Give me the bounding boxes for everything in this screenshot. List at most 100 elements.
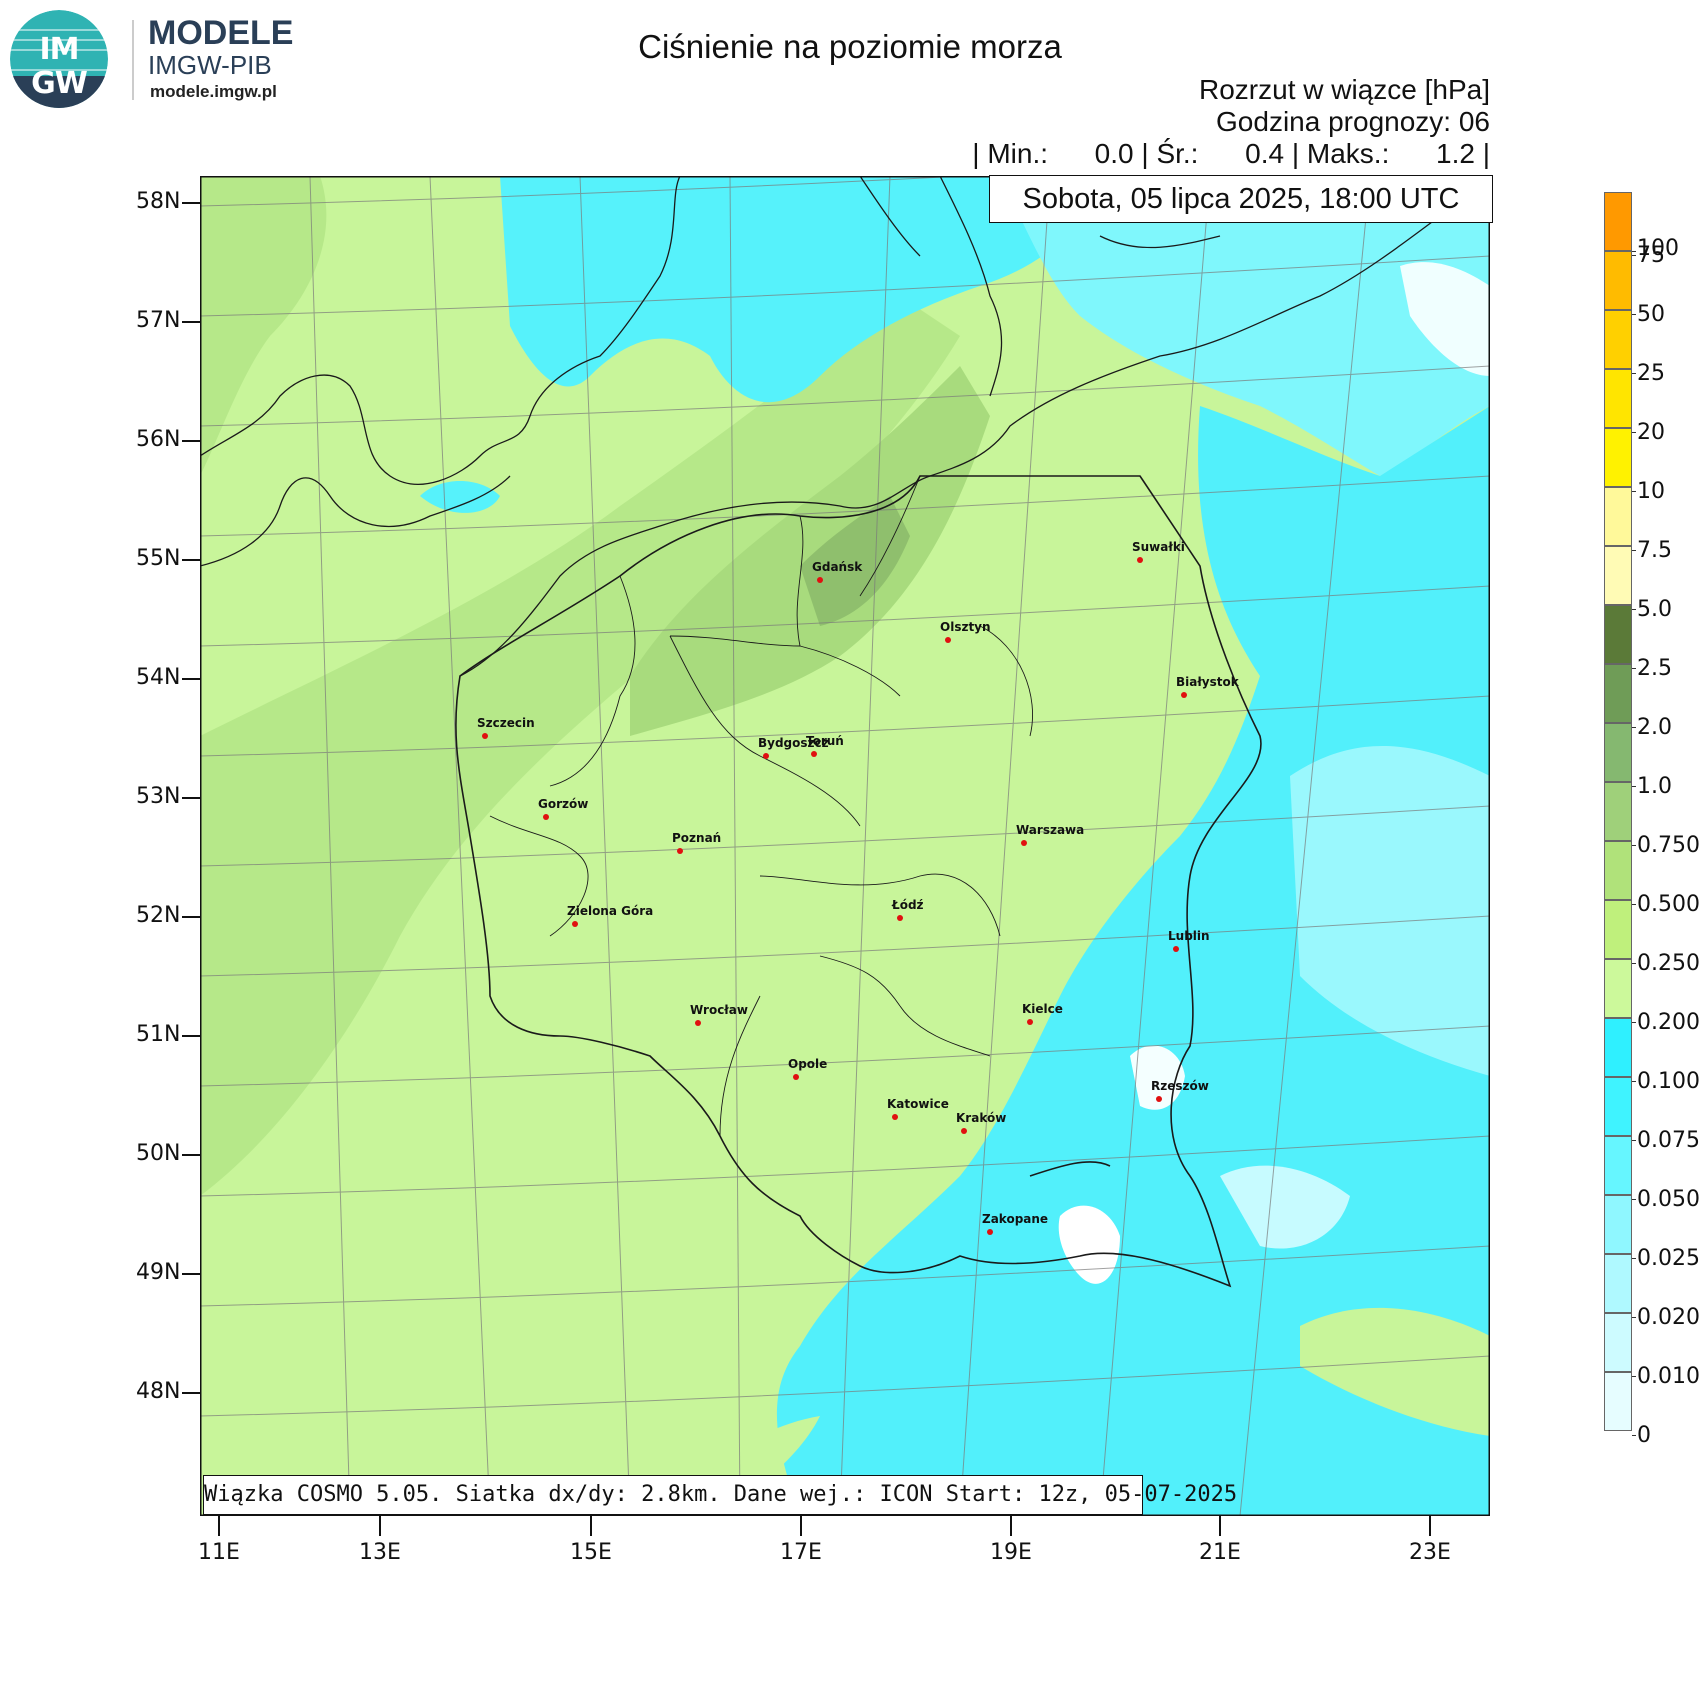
legend-swatch bbox=[1604, 1077, 1632, 1136]
latitude-tick-mark bbox=[182, 440, 200, 442]
legend-tick bbox=[1632, 786, 1636, 787]
legend-swatch bbox=[1604, 605, 1632, 664]
legend-tick bbox=[1632, 255, 1636, 256]
legend-swatch bbox=[1604, 1254, 1632, 1313]
legend-tick bbox=[1632, 1317, 1636, 1318]
city-label: Katowice bbox=[887, 1097, 949, 1111]
legend-label: 1.0 bbox=[1637, 774, 1672, 799]
latitude-tick-label: 52N bbox=[136, 903, 181, 928]
field-white-1 bbox=[1058, 1205, 1120, 1284]
legend-swatch bbox=[1604, 782, 1632, 841]
longitude-tick-label: 13E bbox=[359, 1540, 401, 1565]
legend-label: 10 bbox=[1637, 479, 1665, 504]
city-marker bbox=[1156, 1096, 1162, 1102]
city-label: Kielce bbox=[1022, 1002, 1063, 1016]
city-marker bbox=[892, 1114, 898, 1120]
legend-tick bbox=[1632, 251, 1636, 252]
city-label: Poznań bbox=[672, 831, 722, 845]
legend-tick bbox=[1632, 727, 1636, 728]
legend-label: 0.050 bbox=[1637, 1187, 1700, 1212]
legend-label: 2.0 bbox=[1637, 715, 1672, 740]
city-marker bbox=[1137, 557, 1143, 563]
brand-url[interactable]: modele.imgw.pl bbox=[150, 82, 277, 101]
city-marker bbox=[677, 848, 683, 854]
longitude-tick-mark bbox=[1219, 1516, 1221, 1536]
latitude-tick-mark bbox=[182, 559, 200, 561]
logo-divider bbox=[132, 20, 134, 100]
legend-label: 0.200 bbox=[1637, 1010, 1700, 1035]
brand-org: IMGW-PIB bbox=[148, 50, 272, 80]
graticule bbox=[200, 176, 1490, 1516]
city-label: Szczecin bbox=[477, 716, 535, 730]
legend-swatch bbox=[1604, 841, 1632, 900]
latitude-tick-mark bbox=[182, 678, 200, 680]
latitude-tick-label: 58N bbox=[136, 189, 181, 214]
legend-tick bbox=[1632, 314, 1636, 315]
legend-tick bbox=[1632, 1258, 1636, 1259]
legend-label: 0.500 bbox=[1637, 892, 1700, 917]
latitude-tick-label: 56N bbox=[136, 427, 181, 452]
longitude-tick-label: 11E bbox=[198, 1540, 240, 1565]
legend-swatch bbox=[1604, 723, 1632, 782]
longitude-tick-mark bbox=[590, 1516, 592, 1536]
city-label: Rzeszów bbox=[1151, 1079, 1209, 1093]
legend-label: 50 bbox=[1637, 302, 1665, 327]
field-east-pale bbox=[1220, 1165, 1350, 1249]
longitude-tick-label: 17E bbox=[780, 1540, 822, 1565]
legend-label: 0.025 bbox=[1637, 1246, 1700, 1271]
legend-swatch bbox=[1604, 1136, 1632, 1195]
city-marker bbox=[945, 637, 951, 643]
longitude-tick-mark bbox=[379, 1516, 381, 1536]
latitude-tick-label: 51N bbox=[136, 1022, 181, 1047]
logo-text-bottom: GW bbox=[31, 66, 88, 101]
latitude-tick-label: 53N bbox=[136, 784, 181, 809]
legend-swatch bbox=[1604, 1372, 1632, 1431]
field-patch-baltic bbox=[420, 481, 500, 513]
city-label: Białystok bbox=[1176, 675, 1239, 689]
city-label: Suwałki bbox=[1132, 540, 1185, 554]
city-label: Toruń bbox=[806, 734, 844, 748]
longitude-tick-mark bbox=[800, 1516, 802, 1536]
legend-tick bbox=[1632, 373, 1636, 374]
legend-swatch bbox=[1604, 310, 1632, 369]
legend-swatch bbox=[1604, 1195, 1632, 1254]
map-panel[interactable] bbox=[200, 176, 1490, 1516]
legend-tick bbox=[1632, 845, 1636, 846]
longitude-tick-mark bbox=[218, 1516, 220, 1536]
longitude-tick-label: 21E bbox=[1199, 1540, 1241, 1565]
latitude-tick-label: 55N bbox=[136, 546, 181, 571]
valid-time-label: Sobota, 05 lipca 2025, 18:00 UTC bbox=[989, 175, 1493, 223]
brand-name: MODELE bbox=[148, 14, 294, 52]
header-variable: Rozrzut w wiązce [hPa] bbox=[1199, 74, 1490, 105]
city-marker bbox=[763, 753, 769, 759]
city-label: Gorzów bbox=[538, 797, 589, 811]
city-label: Zakopane bbox=[982, 1212, 1049, 1226]
legend-swatch bbox=[1604, 487, 1632, 546]
map-title: Ciśnienie na poziomie morza bbox=[638, 28, 1062, 65]
legend-label: 25 bbox=[1637, 361, 1665, 386]
latitude-tick-label: 57N bbox=[136, 308, 181, 333]
field-white-3 bbox=[1400, 262, 1490, 376]
legend-tick bbox=[1632, 609, 1636, 610]
city-marker bbox=[1021, 840, 1027, 846]
city-marker bbox=[482, 733, 488, 739]
legend-swatch bbox=[1604, 664, 1632, 723]
legend-label: 0.100 bbox=[1637, 1069, 1700, 1094]
longitude-tick-label: 23E bbox=[1409, 1540, 1451, 1565]
legend-label: 75 bbox=[1637, 243, 1665, 268]
longitude-tick-label: 15E bbox=[570, 1540, 612, 1565]
latitude-tick-label: 50N bbox=[136, 1141, 181, 1166]
city-marker bbox=[572, 921, 578, 927]
legend-tick bbox=[1632, 491, 1636, 492]
legend-tick bbox=[1632, 963, 1636, 964]
city-label: Olsztyn bbox=[940, 620, 991, 634]
longitude-tick-mark bbox=[1429, 1516, 1431, 1536]
legend-swatch bbox=[1604, 251, 1632, 310]
city-marker bbox=[695, 1020, 701, 1026]
latitude-tick-mark bbox=[182, 916, 200, 918]
coastlines bbox=[200, 176, 1490, 677]
city-label: Gdańsk bbox=[812, 560, 863, 574]
city-marker bbox=[1027, 1019, 1033, 1025]
city-label: Lublin bbox=[1168, 929, 1210, 943]
legend-label: 0.750 bbox=[1637, 833, 1700, 858]
